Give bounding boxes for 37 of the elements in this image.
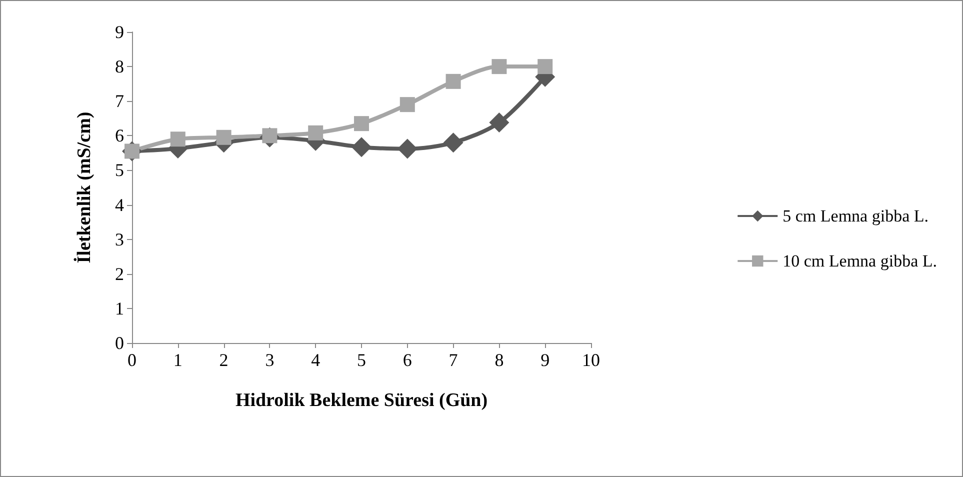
x-tick-label: 6	[402, 350, 412, 370]
y-tick-label: 3	[115, 229, 124, 250]
y-tick-label: 6	[115, 126, 124, 146]
point	[170, 132, 186, 147]
point	[446, 74, 461, 89]
x-tick-label: 0	[128, 350, 136, 370]
point	[538, 59, 553, 74]
x-tick-label: 7	[448, 350, 458, 370]
y-tick-label: 1	[115, 298, 124, 318]
point	[354, 116, 369, 132]
y-tick-label: 0	[115, 333, 124, 353]
y-tick-label: 2	[115, 264, 124, 284]
y-tick-label: 7	[115, 91, 124, 112]
y-tick-label: 4	[115, 194, 124, 215]
y-tick-label: 9	[115, 22, 124, 42]
point	[397, 138, 418, 159]
legend-label: 5 cm Lemna gibba L.	[782, 206, 929, 226]
x-tick-label: 1	[173, 350, 182, 370]
y-axis-title: İletkenlik (mS/cm)	[73, 112, 95, 264]
x-tick-label: 3	[265, 350, 274, 370]
y-tick-label: 5	[115, 160, 124, 180]
point	[400, 97, 415, 112]
x-tick-label: 8	[494, 350, 504, 370]
x-tick-label: 10	[582, 350, 600, 370]
x-tick-label: 4	[311, 350, 320, 370]
point	[308, 125, 324, 140]
y-tick-label: 8	[115, 56, 124, 77]
x-tick-label: 2	[219, 350, 228, 370]
point	[216, 130, 232, 145]
x-tick-label: 5	[357, 350, 366, 370]
x-tick-label: 9	[540, 350, 550, 370]
point	[443, 132, 464, 153]
legend-label: 10 cm Lemna gibba L.	[782, 252, 938, 270]
point	[489, 112, 510, 133]
point	[492, 59, 507, 74]
point	[352, 137, 372, 158]
x-axis-title: Hidrolik Bekleme Süresi (Gün)	[235, 390, 488, 411]
